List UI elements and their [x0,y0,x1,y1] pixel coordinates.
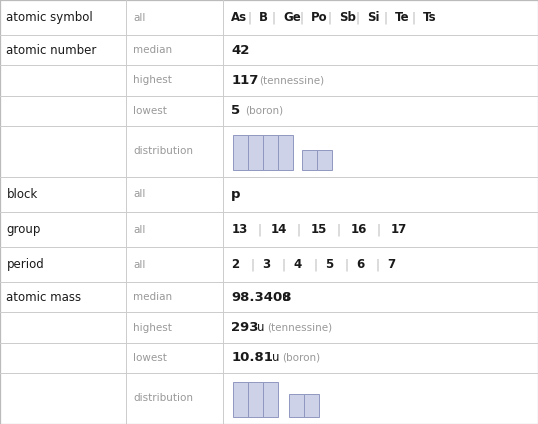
Text: |: | [383,11,387,24]
Text: Ts: Ts [423,11,436,24]
Text: |: | [247,11,251,24]
Text: highest: highest [133,75,172,85]
Text: 7: 7 [387,258,395,271]
Text: Ge: Ge [283,11,301,24]
Text: 42: 42 [231,44,250,57]
Text: |: | [337,223,341,236]
Text: distribution: distribution [133,146,193,156]
Text: Si: Si [367,11,379,24]
Bar [248,135,263,170]
Text: u: u [282,291,290,304]
Text: period: period [6,258,44,271]
Text: 16: 16 [351,223,367,236]
Text: all: all [133,190,145,199]
Text: all: all [133,225,145,234]
Text: lowest: lowest [133,353,167,363]
Bar [233,382,248,417]
Text: 2: 2 [231,258,239,271]
Bar [289,394,304,417]
Text: all: all [133,259,145,270]
Text: 5: 5 [231,104,240,117]
Text: highest: highest [133,323,172,332]
Bar [304,394,319,417]
Text: 15: 15 [311,223,327,236]
Text: B: B [259,11,268,24]
Text: |: | [327,11,331,24]
Text: 14: 14 [271,223,287,236]
Bar [278,135,293,170]
Text: As: As [231,11,247,24]
Text: u: u [272,351,279,364]
Bar [248,382,263,417]
Text: |: | [344,258,348,271]
Text: 293: 293 [231,321,259,334]
Text: all: all [133,13,145,22]
Text: (tennessine): (tennessine) [259,75,324,85]
Text: median: median [133,45,172,55]
Text: 98.3408: 98.3408 [231,291,292,304]
Text: 13: 13 [231,223,247,236]
Text: |: | [377,223,380,236]
Text: atomic mass: atomic mass [6,291,82,304]
Bar [302,150,317,170]
Text: 6: 6 [356,258,364,271]
Text: |: | [411,11,415,24]
Text: (boron): (boron) [282,353,321,363]
Text: |: | [282,258,286,271]
Bar [263,135,278,170]
Text: |: | [313,258,317,271]
Text: |: | [271,11,275,24]
Text: 17: 17 [391,223,407,236]
Text: u: u [257,321,264,334]
Text: distribution: distribution [133,393,193,403]
Text: Sb: Sb [339,11,356,24]
Text: (tennessine): (tennessine) [267,323,332,332]
Text: atomic number: atomic number [6,44,97,57]
Text: 3: 3 [263,258,271,271]
Text: |: | [355,11,359,24]
Text: 117: 117 [231,74,259,87]
Text: Te: Te [395,11,409,24]
Text: lowest: lowest [133,106,167,116]
Text: |: | [299,11,303,24]
Text: (boron): (boron) [245,106,283,116]
Text: block: block [6,188,38,201]
Bar [317,150,332,170]
Bar [233,135,248,170]
Text: 5: 5 [325,258,333,271]
Text: |: | [251,258,254,271]
Text: median: median [133,292,172,302]
Text: 10.81: 10.81 [231,351,273,364]
Text: p: p [231,188,241,201]
Text: 4: 4 [294,258,302,271]
Text: |: | [257,223,261,236]
Text: |: | [376,258,379,271]
Text: atomic symbol: atomic symbol [6,11,93,24]
Text: Po: Po [311,11,328,24]
Bar [263,382,278,417]
Text: |: | [297,223,301,236]
Text: group: group [6,223,41,236]
